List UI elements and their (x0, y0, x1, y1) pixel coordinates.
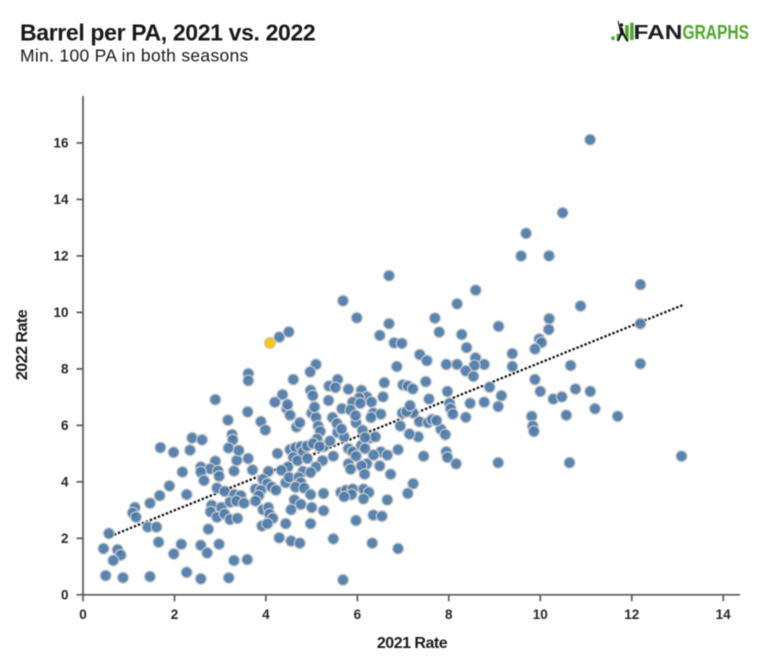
svg-text:10: 10 (533, 607, 548, 622)
svg-text:6: 6 (354, 607, 362, 622)
svg-text:14: 14 (53, 192, 69, 207)
svg-text:2021 Rate: 2021 Rate (377, 635, 448, 652)
svg-text:16: 16 (53, 136, 69, 151)
svg-text:2: 2 (171, 607, 179, 622)
svg-text:12: 12 (53, 248, 68, 263)
svg-text:4: 4 (61, 474, 69, 489)
svg-text:Min. 100 PA in both seasons: Min. 100 PA in both seasons (20, 46, 249, 66)
svg-text:8: 8 (445, 607, 453, 622)
svg-text:GRAPHS: GRAPHS (683, 22, 750, 44)
svg-text:Barrel per PA, 2021 vs. 2022: Barrel per PA, 2021 vs. 2022 (20, 20, 315, 46)
svg-text:8: 8 (61, 361, 69, 376)
svg-text:10: 10 (53, 305, 68, 320)
svg-text:6: 6 (61, 418, 69, 433)
svg-text:14: 14 (716, 607, 732, 622)
svg-text:4: 4 (262, 607, 270, 622)
svg-text:0: 0 (61, 587, 69, 602)
svg-text:2022 Rate: 2022 Rate (14, 309, 31, 380)
svg-text:0: 0 (79, 607, 87, 622)
svg-text:FAN: FAN (634, 22, 683, 44)
svg-text:2: 2 (61, 531, 69, 546)
svg-text:12: 12 (624, 607, 639, 622)
